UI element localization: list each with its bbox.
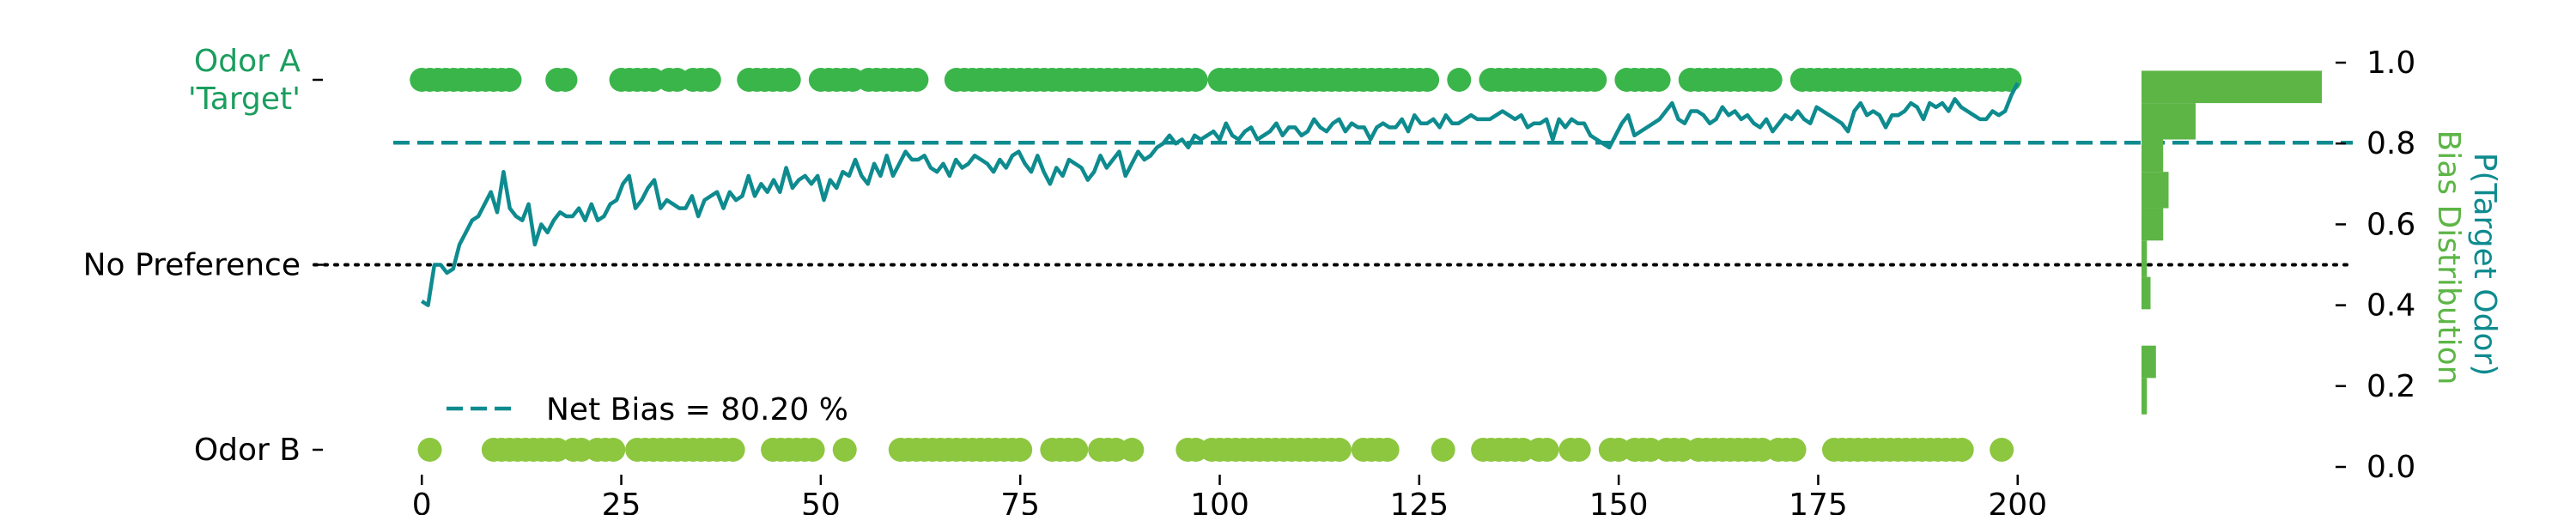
right-tick-label: 0.2	[2366, 369, 2415, 404]
odor-b-dot	[601, 438, 626, 462]
odor-b-dot	[1431, 438, 1455, 462]
odor-a-dot	[904, 68, 929, 92]
odor-a-choice-dots	[410, 68, 2022, 92]
odor-b-dot	[1120, 438, 1145, 462]
main-plot: Odor A 'Target' No Preference Odor B 0 25 50 7…	[83, 44, 2354, 515]
histogram-bar	[2142, 70, 2322, 104]
odor-b-dot	[832, 438, 857, 462]
odor-a-dot	[1183, 68, 1208, 92]
x-tick-label: 200	[1988, 488, 2047, 515]
odor-b-dot	[1327, 438, 1352, 462]
histogram-bar	[2142, 276, 2151, 310]
x-tick-label: 150	[1589, 488, 1649, 515]
odor-b-dot	[1375, 438, 1400, 462]
x-tick-label: 25	[602, 488, 641, 515]
odor-b-dot	[1990, 438, 2014, 462]
odor-b-dot	[417, 438, 442, 462]
x-axis: 0 25 50 75 100 125 150 175 200	[412, 475, 2047, 515]
odor-b-dot	[800, 438, 825, 462]
histogram-bar	[2142, 240, 2148, 277]
x-tick-label: 0	[412, 488, 432, 515]
odor-a-dot	[1997, 68, 2022, 92]
odor-b-dot	[1566, 438, 1591, 462]
right-axis-label-p-target: P(Target Odor)	[2467, 153, 2502, 377]
odor-a-dot	[696, 68, 721, 92]
odor-b-dot	[1008, 438, 1033, 462]
odor-a-dot	[1646, 68, 1671, 92]
histogram-bar	[2142, 345, 2156, 379]
histogram-bar	[2142, 139, 2164, 173]
right-tick-label: 1.0	[2366, 45, 2415, 81]
odor-a-dot	[553, 68, 578, 92]
histogram-bar	[2142, 208, 2164, 241]
right-axis-label-bias-distribution: Bias Distribution	[2431, 130, 2466, 385]
odor-a-dot	[1583, 68, 1607, 92]
odor-b-dot	[1949, 438, 1974, 462]
right-tick-label: 0.8	[2366, 126, 2415, 161]
left-y-axis: Odor A 'Target' No Preference Odor B	[83, 44, 323, 468]
odor-b-dot	[1782, 438, 1807, 462]
histogram-bar	[2142, 103, 2196, 140]
odor-a-dot	[497, 68, 522, 92]
x-tick-label: 100	[1190, 488, 1249, 515]
odor-b-dot	[1534, 438, 1559, 462]
histogram-bar	[2142, 378, 2148, 415]
left-tick-label: Odor A 'Target'	[188, 44, 301, 117]
right-y-axis: 0.0 0.2 0.4 0.6 0.8 1.0	[2336, 45, 2415, 485]
histogram-bar	[2142, 172, 2169, 209]
odor-a-dot	[1758, 68, 1783, 92]
left-tick-label: No Preference	[83, 248, 301, 283]
legend-net-bias-label: Net Bias = 80.20 %	[546, 392, 848, 427]
x-tick-label: 125	[1389, 488, 1449, 515]
odor-b-choice-dots	[417, 438, 2014, 462]
odor-b-dot	[1064, 438, 1089, 462]
right-tick-label: 0.6	[2366, 207, 2415, 242]
x-tick-label: 50	[801, 488, 841, 515]
p-target-line	[420, 82, 2020, 307]
odor-a-dot	[776, 68, 801, 92]
odor-a-dot	[1447, 68, 1472, 92]
odor-b-dot	[720, 438, 745, 462]
right-tick-label: 0.4	[2366, 288, 2415, 324]
odor-a-dot	[1415, 68, 1440, 92]
legend: Net Bias = 80.20 %	[447, 392, 848, 427]
left-tick-label: Odor B	[194, 433, 301, 468]
x-tick-label: 175	[1789, 488, 1848, 515]
x-tick-label: 75	[1000, 488, 1040, 515]
bias-distribution-histogram: 0.0 0.2 0.4 0.6 0.8 1.0 P(Target Odor) Bias D…	[2142, 45, 2502, 485]
right-tick-label: 0.0	[2366, 450, 2415, 485]
